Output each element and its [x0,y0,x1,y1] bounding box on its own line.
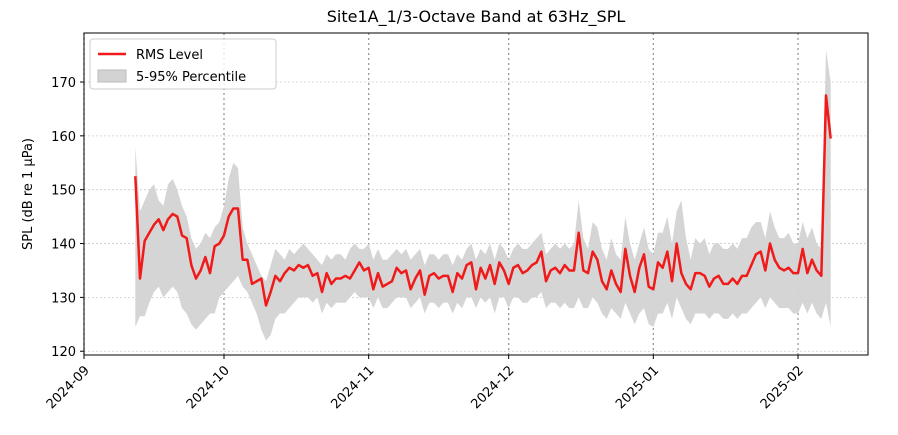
y-tick-label: 150 [51,184,76,199]
chart-title: Site1A_1/3-Octave Band at 63Hz_SPL [327,7,626,27]
x-tick-label: 2024-11 [328,363,377,412]
x-tick-label: 2024-12 [468,363,517,412]
legend-label: RMS Level [136,48,203,63]
x-tick-label: 2024-10 [184,363,233,412]
rms-line [134,94,832,307]
legend-box [89,38,277,90]
x-tick-label: 2024-09 [44,363,93,412]
plot-frame [83,32,869,356]
y-axis-label: SPL (dB re 1 μPa) [21,138,36,250]
x-tick-label: 2025-01 [613,363,662,412]
percentile-band [135,49,831,341]
y-tick-label: 120 [51,345,76,360]
legend-swatch [97,69,127,83]
x-tick-label: 2025-02 [758,363,807,412]
y-tick-label: 140 [51,238,76,253]
legend-label: 5-95% Percentile [136,70,246,85]
y-tick-label: 160 [51,130,76,145]
y-tick-label: 130 [51,291,76,306]
y-tick-label: 170 [51,76,76,91]
